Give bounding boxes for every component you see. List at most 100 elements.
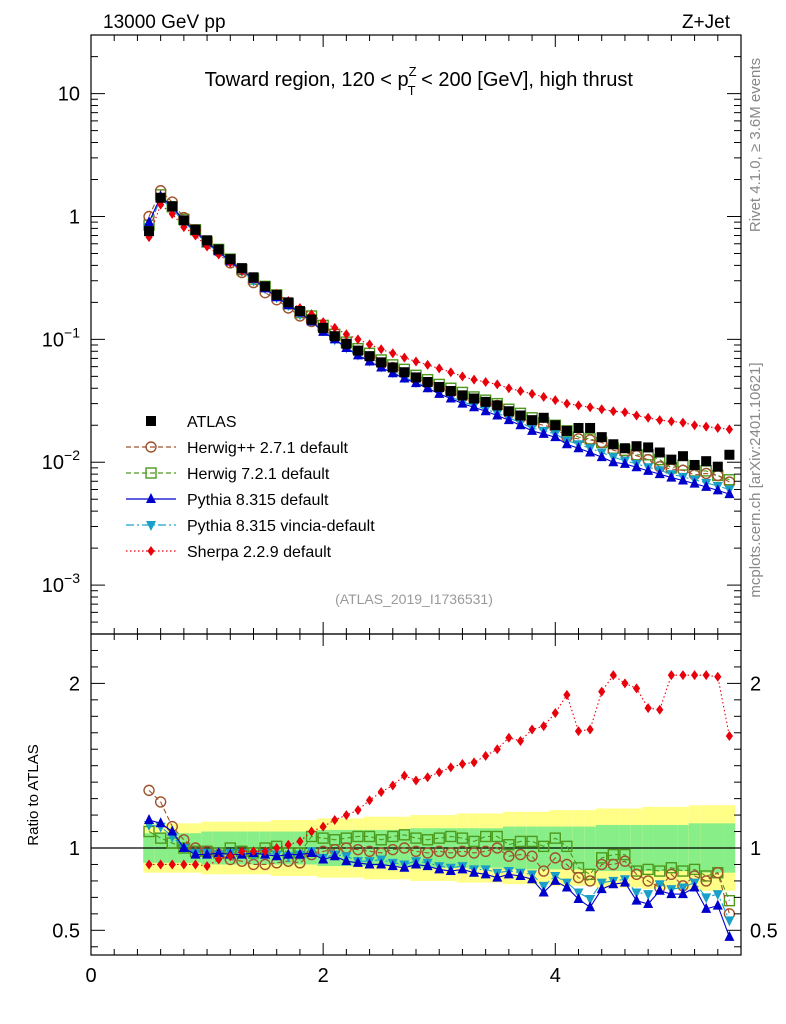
series-3-main-point-40	[608, 456, 619, 467]
series-2-ratio-point-47	[688, 863, 701, 876]
series-3-ratio-point-45	[666, 888, 677, 899]
series-2-ratio-point-28	[468, 835, 480, 848]
series-5-ratio-point-40	[609, 670, 617, 681]
legend-marker-4	[146, 521, 156, 531]
series-5-ratio-point-46	[679, 670, 687, 681]
series-0-main-point-12	[283, 297, 294, 308]
series-5-main-point-36	[563, 398, 571, 409]
series-5-main-point-15	[319, 317, 327, 328]
series-0-main-point-15	[318, 322, 329, 333]
series-5-main-point-46	[679, 417, 687, 428]
series-5-main-point-33	[528, 388, 536, 399]
series-2-ratio-point-31	[503, 839, 515, 851]
series-5-ratio-point-45	[667, 670, 675, 681]
ratio-y-tick-label-left-1: 1	[69, 838, 80, 860]
series-0-main-point-48	[701, 456, 712, 467]
series-3-ratio-point-48	[701, 902, 712, 913]
series-0-main-point-13	[294, 306, 305, 317]
series-3-main-point-38	[585, 446, 596, 457]
series-1-ratio-point-31	[503, 850, 515, 862]
series-2-ratio-point-46	[677, 865, 689, 877]
series-5-main-point-38	[586, 402, 594, 413]
series-0-main-point-11	[271, 289, 282, 300]
series-3-ratio-point-29	[480, 868, 491, 879]
series-1-ratio-point-10	[259, 858, 271, 871]
main-y-tick-label-4: 10−3	[42, 570, 80, 597]
series-1-ratio-point-41	[619, 855, 631, 867]
series-2-ratio-point-44	[654, 865, 666, 877]
series-5-ratio-point-29	[482, 750, 490, 761]
series-5-main-point-22	[400, 352, 408, 363]
series-3-main-point-44	[654, 468, 665, 479]
series-2-ratio-point-43	[642, 863, 654, 876]
series-5-ratio-point-28	[470, 757, 478, 768]
ratio-y-tick-label-right-1: 1	[750, 838, 761, 860]
series-1-ratio-point-37	[572, 871, 585, 884]
series-3-main-point-39	[596, 451, 607, 462]
series-3-main-point-31	[503, 414, 514, 425]
series-0-main-point-50	[724, 449, 735, 460]
series-5-main-point-40	[609, 406, 617, 417]
series-0-main-point-6	[213, 244, 224, 255]
series-1-ratio-point-19	[363, 845, 376, 857]
series-5-main-point-26	[447, 367, 455, 378]
series-5-ratio-point-20	[377, 787, 385, 798]
series-3-main-point-25	[434, 387, 445, 398]
series-3-ratio-point-27	[457, 863, 468, 874]
series-3-main-point-27	[457, 397, 468, 408]
series-2-ratio-point-45	[665, 862, 678, 874]
series-1-main-point-48	[700, 467, 712, 480]
series-2-ratio-point-30	[491, 830, 503, 843]
series-0-main-point-41	[619, 443, 630, 454]
series-3-ratio-point-19	[364, 858, 375, 869]
main-series-layer	[143, 185, 736, 499]
series-3-main-point-30	[492, 409, 503, 420]
series-0-main-point-17	[341, 338, 352, 349]
series-3-ratio-point-4	[190, 848, 201, 859]
legend-label-4: Pythia 8.315 vincia-default	[187, 518, 375, 535]
series-5-main-point-32	[516, 385, 525, 396]
series-2-ratio-point-26	[445, 830, 457, 843]
series-3-ratio-point-0	[144, 814, 155, 825]
series-1-ratio-point-48	[700, 875, 712, 887]
series-2-ratio-point-23	[410, 832, 422, 844]
title-subscript: T	[408, 83, 416, 98]
series-2-ratio-point-18	[352, 830, 364, 843]
series-3-main-point-34	[538, 427, 549, 438]
series-3-ratio-point-32	[515, 869, 526, 880]
series-5-ratio-point-8	[238, 846, 246, 857]
mcplots-label: mcplots.cern.ch [arXiv:2401.10621]	[747, 362, 764, 597]
series-5-ratio-point-25	[435, 767, 443, 778]
ratio-series-layer	[143, 670, 736, 941]
series-1-ratio-point-36	[561, 858, 573, 871]
series-3-ratio-point-24	[422, 860, 433, 871]
series-0-main-point-23	[411, 372, 421, 383]
series-5-ratio-point-23	[412, 775, 420, 786]
series-0-main-point-35	[550, 420, 561, 431]
series-0-main-point-32	[515, 410, 526, 421]
series-3-ratio-point-23	[411, 858, 421, 869]
series-5-main-point-37	[574, 400, 583, 411]
series-1-ratio-point-29	[479, 845, 492, 857]
title-suffix: < 200 [GeV], high thrust	[416, 69, 634, 91]
legend: ATLAS Herwig++ 2.7.1 default Herwig 7.2.1 …	[126, 414, 375, 561]
title-superscript: Z	[409, 64, 417, 79]
series-3-ratio-point-5	[202, 848, 213, 859]
x-tick-label-2: 4	[550, 965, 561, 987]
series-3-ratio-point-35	[550, 874, 561, 885]
series-5-ratio-point-37	[574, 726, 583, 737]
series-2-ratio-point-1	[154, 832, 167, 844]
series-1-ratio-point-39	[596, 858, 608, 871]
series-5-ratio-point-32	[516, 736, 525, 746]
series-5-ratio-point-39	[598, 686, 606, 697]
series-5-ratio-point-7	[226, 851, 234, 862]
series-1-ratio-point-33	[526, 850, 538, 862]
series-5-ratio-point-21	[389, 780, 397, 791]
series-0-main-point-0	[144, 226, 155, 237]
series-5-ratio-point-12	[284, 839, 292, 850]
series-0-main-point-18	[352, 345, 363, 356]
series-3-ratio-point-12	[283, 848, 294, 859]
ratio-y-tick-label-left-2: 2	[69, 673, 80, 695]
series-3-ratio-point-47	[689, 881, 700, 892]
